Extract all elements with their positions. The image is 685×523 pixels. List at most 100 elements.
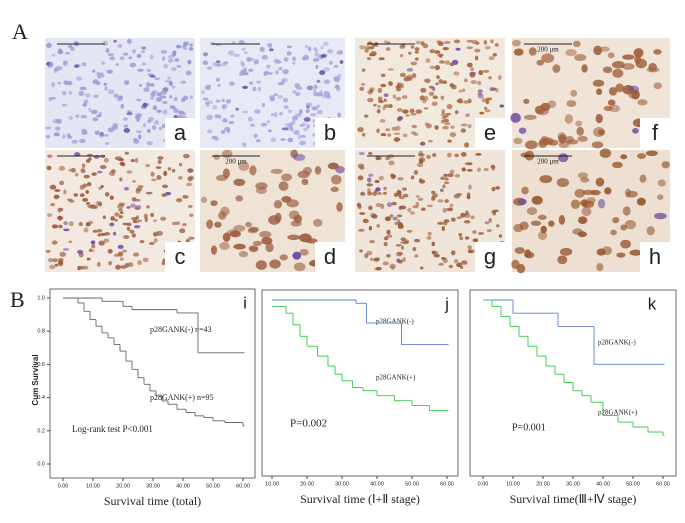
cell-nucleus (399, 72, 406, 78)
cell-nucleus (470, 80, 477, 85)
cell-nucleus (400, 245, 405, 251)
cell-nucleus (438, 60, 446, 64)
cell-nucleus (330, 174, 342, 185)
cell-nucleus (122, 234, 130, 240)
cell-nucleus (491, 87, 497, 91)
cell-nucleus (537, 214, 547, 220)
cell-nucleus (557, 153, 569, 163)
cell-nucleus (301, 56, 309, 61)
cell-nucleus (244, 51, 248, 54)
cell-nucleus (557, 255, 568, 265)
cell-nucleus (126, 222, 132, 226)
cell-nucleus (122, 52, 129, 56)
cell-nucleus (96, 114, 102, 118)
cell-nucleus (323, 67, 330, 72)
cell-nucleus (392, 94, 397, 99)
cell-nucleus (114, 218, 118, 222)
cell-nucleus (292, 56, 297, 61)
cell-nucleus (637, 99, 648, 106)
cell-nucleus (312, 58, 320, 62)
cell-nucleus (86, 257, 91, 261)
cell-nucleus (557, 132, 567, 141)
cell-nucleus (290, 220, 302, 227)
cell-nucleus (608, 87, 618, 96)
cell-nucleus (377, 104, 381, 109)
cell-nucleus (581, 200, 595, 208)
cell-nucleus (432, 153, 437, 158)
cell-nucleus (286, 45, 292, 49)
scale-bar-label: 200 μm (537, 158, 559, 166)
cell-nucleus (441, 80, 448, 85)
cell-nucleus (182, 194, 189, 199)
cell-nucleus (402, 257, 406, 262)
cell-nucleus (120, 265, 127, 269)
cell-nucleus (80, 114, 87, 119)
cell-nucleus (255, 182, 268, 190)
cell-nucleus (163, 170, 168, 177)
cell-nucleus (429, 65, 436, 69)
cell-nucleus (139, 239, 145, 244)
cell-nucleus (238, 161, 250, 172)
cell-nucleus (220, 129, 226, 134)
cell-nucleus (400, 237, 406, 242)
x-tick-label: 10.00 (506, 481, 520, 487)
cell-nucleus (228, 121, 235, 124)
cell-nucleus (104, 86, 108, 91)
cell-nucleus (455, 47, 461, 51)
cell-nucleus (612, 68, 624, 78)
cell-nucleus (294, 83, 301, 88)
cell-nucleus (75, 114, 80, 118)
cell-nucleus (446, 103, 453, 110)
annotation: P=0.001 (512, 422, 546, 433)
cell-nucleus (376, 109, 381, 114)
cell-nucleus (369, 240, 376, 244)
cell-nucleus (495, 186, 500, 190)
cell-nucleus (167, 167, 172, 171)
image-letter: c (175, 244, 186, 269)
cell-nucleus (103, 82, 107, 86)
cell-nucleus (123, 186, 130, 191)
cell-nucleus (159, 95, 167, 99)
cell-nucleus (161, 56, 166, 62)
cell-nucleus (145, 191, 153, 195)
cell-nucleus (289, 126, 294, 132)
cell-nucleus (63, 80, 69, 85)
cell-nucleus (273, 93, 278, 97)
cell-nucleus (98, 240, 105, 246)
cell-nucleus (406, 229, 413, 233)
cell-nucleus (93, 205, 98, 209)
cell-nucleus (241, 62, 246, 68)
cell-nucleus (220, 61, 227, 67)
cell-nucleus (100, 232, 107, 236)
cell-nucleus (180, 80, 187, 84)
cell-nucleus (360, 191, 366, 196)
cell-nucleus (54, 189, 61, 193)
cell-nucleus (380, 133, 387, 137)
cell-nucleus (311, 106, 319, 111)
cell-nucleus (421, 207, 426, 211)
cell-nucleus (109, 195, 114, 200)
cell-nucleus (185, 70, 192, 76)
cell-nucleus (424, 79, 431, 84)
cell-nucleus (410, 211, 416, 215)
cell-nucleus (207, 100, 214, 105)
cell-nucleus (427, 231, 432, 236)
cell-nucleus (377, 87, 383, 93)
cell-nucleus (249, 165, 257, 176)
cell-nucleus (161, 124, 166, 129)
cell-nucleus (82, 265, 89, 270)
cell-nucleus (283, 105, 289, 110)
cell-nucleus (552, 64, 561, 73)
cell-nucleus (612, 217, 620, 224)
cell-nucleus (592, 127, 605, 138)
cell-nucleus (401, 95, 408, 100)
x-tick-label: 40.00 (370, 481, 384, 487)
cell-nucleus (454, 153, 459, 158)
cell-nucleus (412, 247, 417, 252)
cell-nucleus (62, 248, 70, 251)
cell-nucleus (443, 173, 448, 178)
cell-nucleus (240, 69, 247, 74)
cell-nucleus (278, 181, 289, 191)
cell-nucleus (49, 184, 57, 190)
cell-nucleus (137, 260, 142, 266)
